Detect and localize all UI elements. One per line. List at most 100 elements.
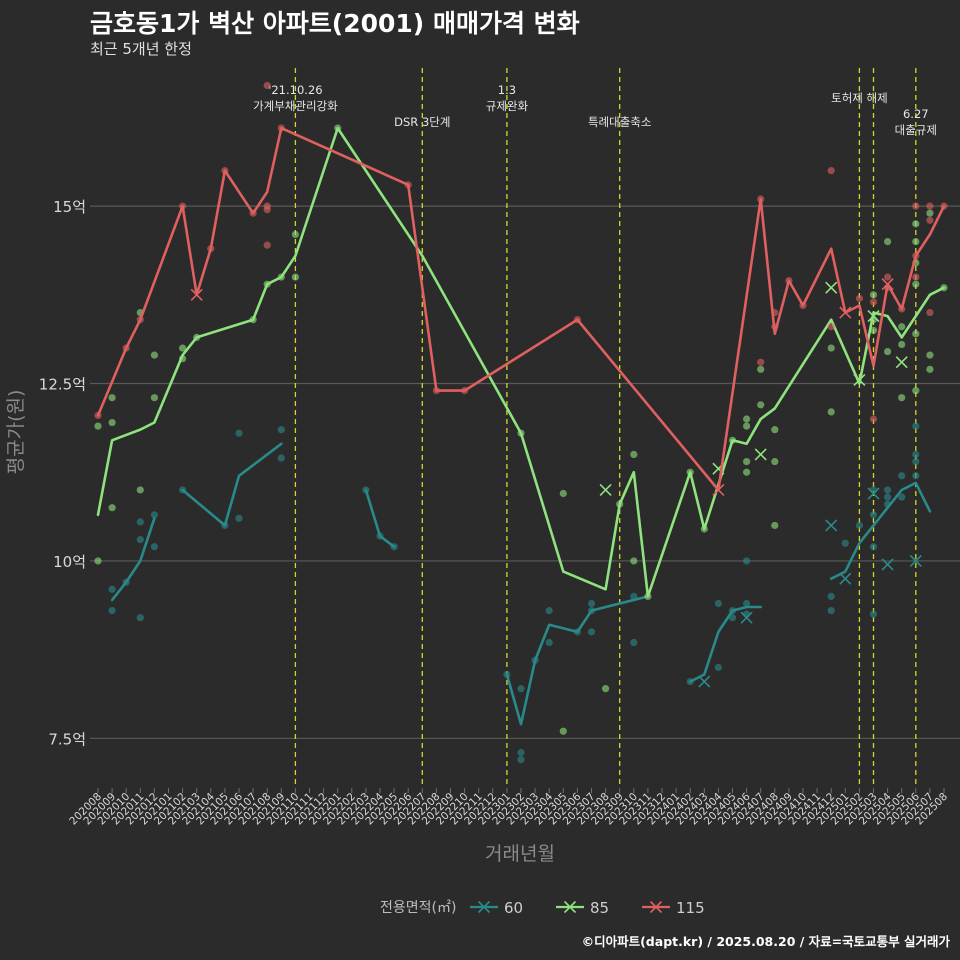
data-point-85 [757, 401, 765, 409]
data-point-60 [150, 543, 158, 551]
data-point-115 [869, 298, 878, 306]
data-point-115 [263, 81, 271, 90]
data-point-60 [630, 638, 638, 647]
data-point-60 [235, 514, 243, 522]
data-point-115 [926, 308, 934, 317]
data-point-60 [743, 557, 751, 565]
data-point-60 [898, 472, 906, 480]
data-point-60 [277, 454, 285, 462]
data-point-85 [912, 387, 920, 395]
data-point-115 [263, 241, 271, 249]
legend-key-cross [477, 900, 491, 914]
legend-label: 115 [676, 899, 705, 917]
data-point-85 [869, 291, 878, 299]
cancelled-mark-60 [909, 554, 922, 567]
series-line-60 [364, 488, 396, 548]
cancelled-mark-115 [839, 306, 852, 319]
data-point-60 [912, 450, 920, 459]
data-point-85 [827, 344, 835, 352]
data-point-60 [912, 472, 920, 480]
data-point-60 [743, 599, 751, 608]
data-point-85 [108, 418, 116, 427]
data-point-60 [235, 429, 243, 437]
data-point-115 [757, 358, 765, 366]
data-point-85 [630, 557, 638, 565]
event-label: '21.10.26 [268, 83, 322, 97]
data-point-60 [136, 614, 144, 622]
series-line-60 [110, 517, 156, 602]
data-point-60 [714, 599, 723, 608]
cancelled-mark-60 [825, 519, 838, 532]
data-point-115 [926, 202, 934, 210]
cancelled-mark-85 [825, 281, 838, 294]
legend-label: 60 [504, 899, 523, 917]
data-point-60 [728, 614, 737, 622]
event-label: 가계부채관리강화 [253, 99, 338, 113]
data-point-115 [869, 415, 878, 423]
data-point-60 [869, 610, 878, 618]
data-point-60 [517, 685, 525, 693]
data-point-60 [827, 592, 835, 601]
data-point-115 [912, 273, 920, 281]
y-axis-tick-labels: 7.5억 10억 12.5억 15억 [39, 198, 86, 748]
data-point-85 [912, 280, 920, 288]
legend-title: 전용면적(㎡) [380, 900, 456, 916]
data-point-85 [771, 521, 779, 530]
data-point-60 [150, 511, 158, 519]
data-point-85 [559, 489, 567, 498]
cancelled-mark-115 [190, 288, 203, 301]
data-point-60 [898, 493, 906, 501]
data-point-85 [912, 220, 920, 228]
data-point-85 [291, 230, 299, 239]
grid-lines [90, 205, 960, 739]
legend-key-cross [649, 900, 663, 914]
data-point-60 [108, 606, 116, 615]
series-line-60 [181, 442, 283, 527]
legend-key-cross [563, 900, 577, 914]
data-point-85 [743, 415, 751, 423]
data-point-85 [630, 450, 638, 459]
data-point-85 [757, 365, 765, 373]
data-point-60 [517, 756, 525, 764]
data-point-60 [714, 663, 723, 671]
y-tick-label: 15억 [53, 198, 86, 216]
y-tick-label: 7.5억 [48, 730, 86, 748]
cancelled-mark-60 [698, 675, 711, 688]
cancelled-mark-60 [881, 558, 894, 571]
data-point-60 [869, 511, 878, 519]
data-point-115 [827, 323, 835, 331]
data-point-85 [136, 486, 144, 494]
data-point-115 [912, 202, 920, 210]
data-point-85 [898, 394, 906, 402]
data-point-85 [559, 727, 567, 735]
cancelled-mark-85 [853, 373, 866, 387]
data-point-60 [108, 585, 116, 593]
event-label: 대출규제 [895, 123, 937, 137]
data-point-85 [912, 237, 920, 246]
cancelled-mark-85 [599, 483, 612, 497]
data-series [94, 81, 948, 764]
chart-title: 금호동1가 벽산 아파트(2001) 매매가격 변화 [90, 9, 580, 38]
data-point-85 [926, 209, 934, 217]
data-point-115 [263, 206, 271, 214]
data-point-85 [884, 237, 892, 246]
data-point-60 [587, 599, 596, 608]
event-label: 6.27 [903, 107, 929, 121]
series-line-60 [688, 605, 762, 683]
data-point-85 [926, 351, 934, 359]
data-point-85 [912, 330, 920, 338]
data-point-60 [912, 422, 920, 430]
data-point-85 [94, 422, 102, 430]
cancelled-mark-115 [881, 278, 894, 291]
series-line-115 [96, 126, 946, 492]
data-point-60 [884, 493, 892, 501]
series-line-60 [829, 481, 932, 580]
data-point-115 [827, 167, 835, 175]
data-point-115 [884, 273, 892, 281]
data-point-85 [898, 323, 906, 331]
data-point-60 [884, 486, 892, 494]
data-point-85 [108, 394, 116, 402]
x-axis-tick-labels: 2020082020092020102020112020122021012021… [67, 788, 950, 827]
